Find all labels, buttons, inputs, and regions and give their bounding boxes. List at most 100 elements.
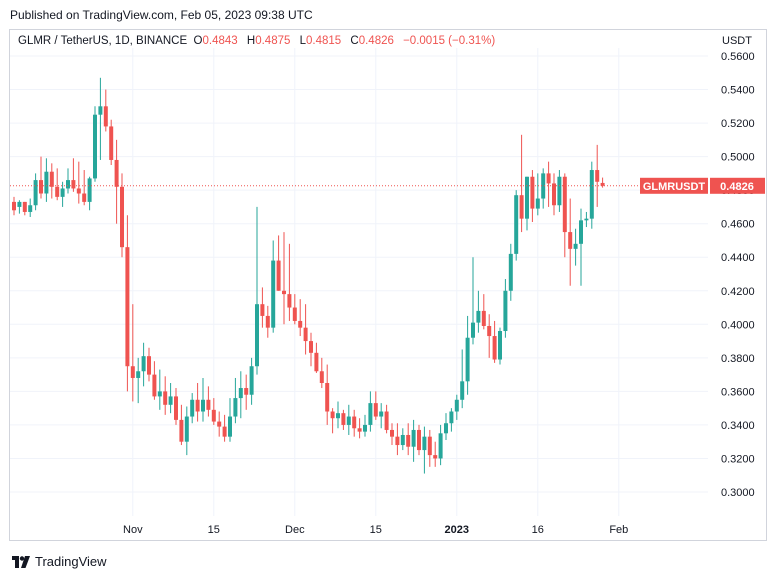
candle: [514, 190, 519, 261]
candle-body: [174, 396, 178, 420]
candle: [568, 198, 573, 286]
candle: [465, 315, 470, 395]
high-value: 0.4875: [255, 35, 291, 47]
candle: [395, 423, 400, 456]
y-tick-label: 0.3000: [721, 487, 755, 499]
price-axis[interactable]: 0.56000.54000.52000.50000.48000.46000.44…: [721, 51, 755, 499]
y-tick-label: 0.5400: [721, 85, 755, 97]
candle: [481, 294, 486, 330]
candle-body: [546, 173, 551, 184]
candle-body: [373, 403, 378, 417]
candle-body: [76, 188, 81, 194]
candle-body: [211, 409, 216, 422]
candle: [346, 404, 351, 435]
candle: [55, 168, 60, 201]
candle-body: [168, 396, 173, 405]
candle: [530, 170, 535, 223]
candle: [541, 168, 546, 209]
candle-body: [244, 388, 249, 395]
price-tag-value-bg: [710, 177, 765, 194]
symbol-label[interactable]: GLMR / TetherUS, 1D, BINANCE: [18, 35, 188, 47]
candle: [384, 404, 389, 434]
candle-body: [314, 352, 319, 372]
candle-body: [368, 403, 373, 425]
candle: [357, 418, 362, 439]
time-axis[interactable]: Nov 15 Dec 15 2023 16 Feb: [123, 524, 628, 536]
candle: [249, 357, 254, 405]
candle-body: [109, 126, 114, 160]
chart-legend: GLMR / TetherUS, 1D, BINANCE O0.4843 H0.…: [18, 35, 495, 47]
candle: [363, 414, 367, 437]
y-tick-label: 0.4400: [721, 252, 755, 264]
candle-body: [557, 176, 562, 206]
candle-body: [422, 436, 427, 451]
candle-body: [573, 243, 578, 249]
price-tag-value: 0.4826: [720, 181, 754, 193]
candle-body: [498, 331, 502, 360]
low-value: 0.4815: [306, 35, 342, 47]
candle-body: [190, 399, 195, 417]
candle: [28, 198, 33, 217]
candle: [255, 206, 259, 375]
candle: [265, 305, 270, 338]
candle: [309, 332, 313, 367]
candle-body: [519, 195, 524, 219]
candle: [427, 429, 432, 467]
y-tick-label: 0.5000: [721, 152, 755, 164]
candle: [314, 342, 319, 373]
candle-body: [298, 320, 303, 328]
candle-body: [201, 399, 205, 412]
x-tick-label: Dec: [285, 524, 305, 536]
candle-body: [600, 182, 605, 186]
candle: [373, 391, 378, 420]
candle-body: [87, 178, 92, 202]
candle-body: [400, 434, 405, 446]
y-tick-label: 0.5600: [721, 51, 755, 63]
candle: [76, 161, 81, 204]
candle-body: [82, 193, 87, 202]
candle-body: [492, 336, 497, 360]
candle: [98, 77, 103, 160]
candle-body: [152, 374, 157, 397]
candle: [535, 173, 540, 216]
candle-body: [114, 159, 119, 187]
candle: [49, 163, 54, 199]
candle-body: [60, 188, 65, 197]
candle-body: [525, 176, 529, 219]
candle: [589, 161, 594, 229]
candle-body: [390, 429, 394, 437]
candle-body: [487, 325, 492, 337]
candle: [600, 177, 605, 188]
tradingview-brand[interactable]: TradingView: [12, 554, 107, 569]
candle: [330, 408, 335, 434]
x-tick-label: Nov: [123, 524, 143, 536]
candle: [433, 441, 438, 467]
candle: [454, 394, 459, 420]
candle: [341, 409, 346, 430]
x-tick-label: Feb: [609, 524, 628, 536]
candle: [411, 419, 416, 462]
candle: [44, 158, 49, 202]
candle-body: [260, 304, 265, 316]
grid: [10, 48, 708, 516]
candle-body: [33, 180, 38, 206]
candle: [174, 388, 178, 425]
candle-body: [514, 195, 519, 254]
candle: [71, 158, 76, 192]
candle: [17, 200, 22, 214]
candles: [12, 77, 605, 474]
candle: [120, 173, 124, 258]
candle-body: [228, 416, 232, 437]
candle: [125, 215, 130, 392]
candle: [368, 391, 373, 432]
candle-body: [503, 290, 508, 332]
candle: [147, 347, 151, 382]
candle: [449, 408, 454, 432]
candle: [487, 314, 492, 358]
candle-body: [417, 429, 421, 451]
candle-body: [66, 180, 70, 189]
candle: [390, 423, 394, 446]
candle-body: [444, 423, 448, 434]
candle-body: [406, 434, 411, 447]
